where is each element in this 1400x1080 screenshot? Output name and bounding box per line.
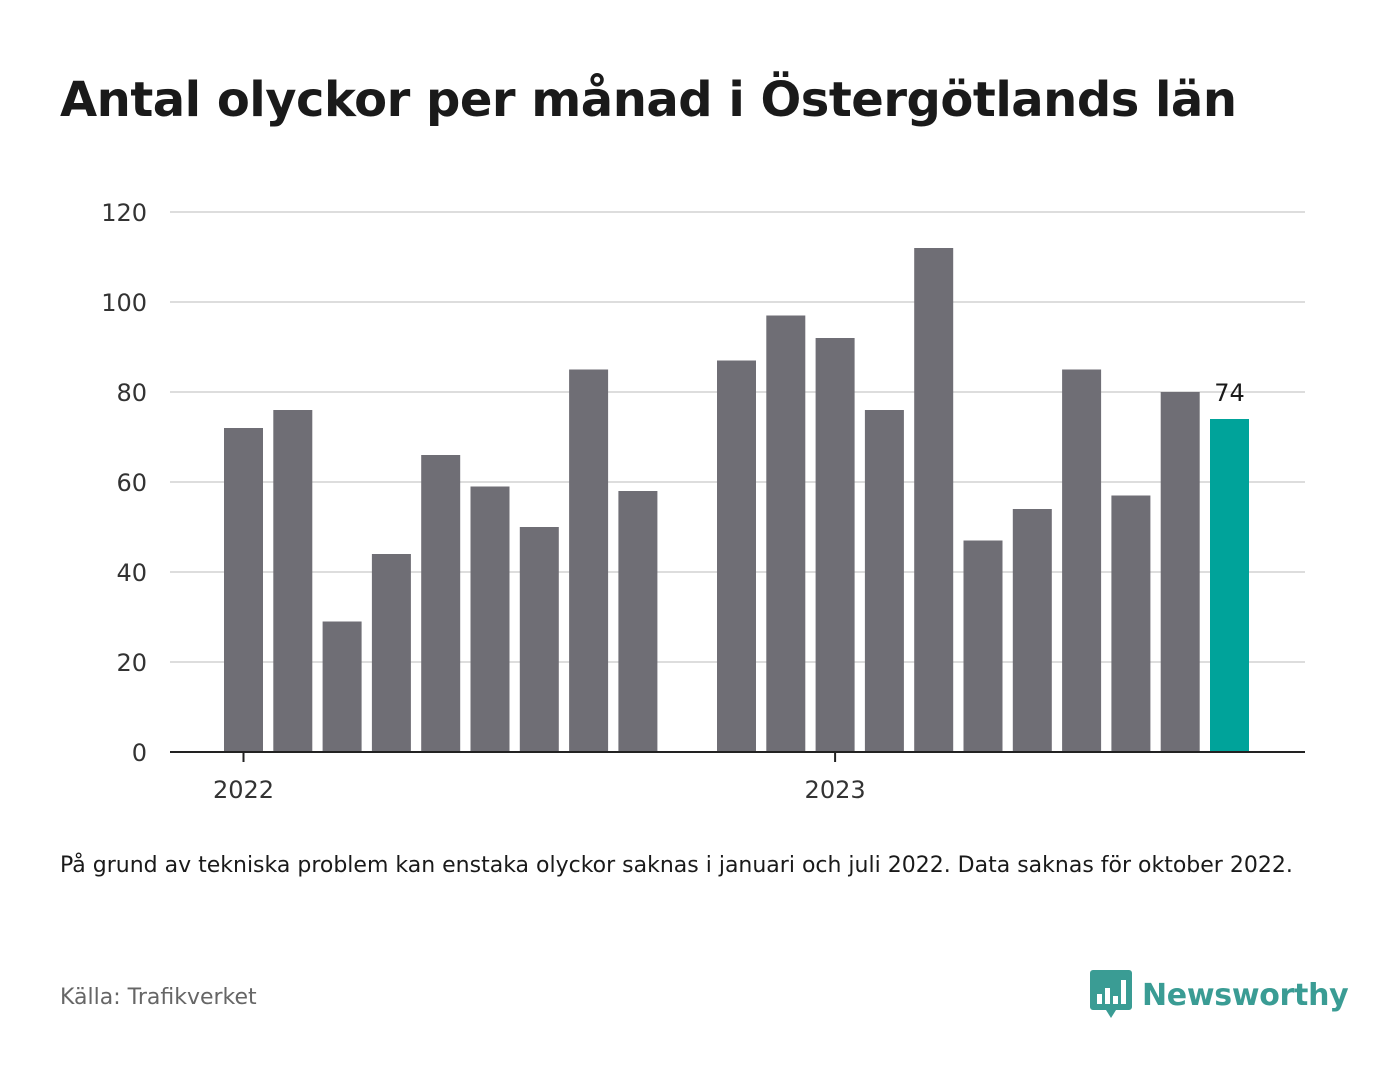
y-tick-label: 20 — [116, 649, 147, 677]
bar — [470, 486, 510, 752]
brand-logo: Newsworthy — [1090, 970, 1349, 1020]
bar — [815, 338, 855, 752]
bars — [224, 248, 1249, 752]
data-labels: 74 — [1214, 379, 1245, 407]
bar — [519, 527, 559, 752]
bar — [569, 369, 609, 752]
bar — [618, 491, 658, 752]
bar-highlighted — [1210, 419, 1249, 752]
y-tick-label: 80 — [116, 379, 147, 407]
y-tick-label: 60 — [116, 469, 147, 497]
bar — [224, 428, 263, 752]
data-label: 74 — [1214, 379, 1245, 407]
bar — [717, 360, 756, 752]
bar — [273, 410, 313, 752]
y-tick-label: 120 — [101, 199, 147, 227]
bar — [1160, 392, 1200, 752]
x-axis: 2022 2023 — [170, 751, 1305, 804]
bar — [1062, 369, 1102, 752]
source-credit: Källa: Trafikverket — [60, 985, 257, 1010]
bar — [1012, 509, 1052, 752]
brand-name: Newsworthy — [1142, 977, 1349, 1013]
x-tick-label: 2023 — [805, 776, 866, 804]
bar — [766, 315, 806, 752]
chart-title: Antal olyckor per månad i Östergötlands … — [60, 72, 1237, 128]
y-tick-label: 100 — [101, 289, 147, 317]
bar — [914, 248, 954, 752]
y-tick-label: 0 — [132, 739, 147, 767]
y-tick-label: 40 — [116, 559, 147, 587]
bar — [322, 621, 362, 752]
bar-chart-speech-bubble-icon — [1090, 970, 1132, 1018]
bar-chart: 0 20 40 60 80 100 120 2022 2023 74 — [101, 199, 1305, 804]
bar — [1111, 495, 1151, 752]
x-tick-label: 2022 — [213, 776, 274, 804]
bar — [963, 540, 1003, 752]
chart-note: På grund av tekniska problem kan enstaka… — [60, 853, 1293, 878]
bar — [371, 554, 411, 752]
y-axis-ticks: 0 20 40 60 80 100 120 — [101, 199, 147, 767]
bar — [421, 455, 461, 752]
bar — [864, 410, 904, 752]
